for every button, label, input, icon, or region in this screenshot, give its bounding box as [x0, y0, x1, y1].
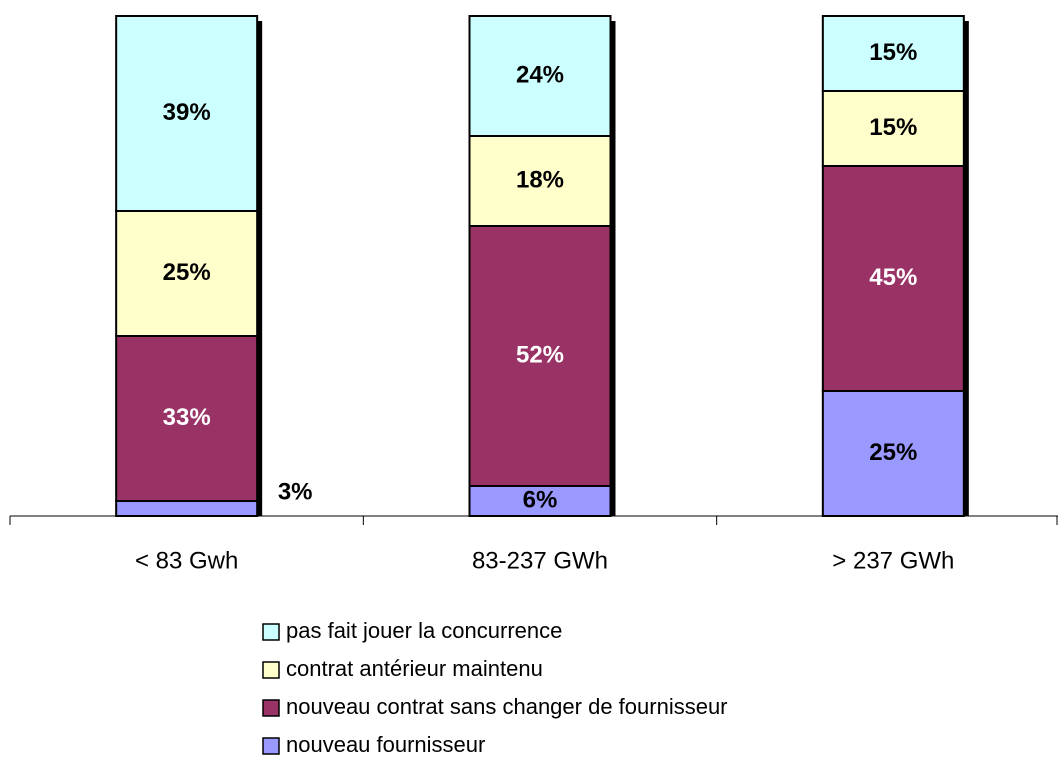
- value-label: 33%: [163, 404, 211, 431]
- bar-segment: [821, 15, 965, 92]
- bar-shadow: [257, 21, 263, 516]
- value-label: 18%: [516, 166, 564, 193]
- bar-segment: [468, 15, 612, 137]
- legend-swatch: [262, 699, 280, 717]
- bar-segment: [821, 165, 965, 392]
- legend-label: nouveau fournisseur: [286, 732, 485, 757]
- legend-label: contrat antérieur maintenu: [286, 656, 543, 681]
- value-label: 52%: [516, 341, 564, 368]
- value-label: 6%: [523, 486, 558, 513]
- bar-segment: [468, 135, 612, 227]
- bar-segment: [468, 225, 612, 487]
- legend-swatch: [262, 661, 280, 679]
- value-label: 3%: [278, 478, 313, 505]
- x-tick-label: > 237 GWh: [832, 547, 954, 574]
- bar-shadow: [610, 21, 616, 516]
- legend-swatch: [262, 623, 280, 641]
- bar-segment: [115, 500, 259, 517]
- x-tick-label: < 83 Gwh: [135, 547, 238, 574]
- legend-swatch: [262, 737, 280, 755]
- bar-segment: [115, 335, 259, 502]
- bar-segment: [821, 90, 965, 167]
- bar-shadow: [963, 21, 969, 516]
- bar-segment: [115, 210, 259, 337]
- legend-label: pas fait jouer la concurrence: [286, 618, 562, 643]
- value-label: 25%: [163, 259, 211, 286]
- value-label: 39%: [163, 99, 211, 126]
- value-label: 15%: [869, 114, 917, 141]
- value-label: 25%: [869, 439, 917, 466]
- value-label: 45%: [869, 264, 917, 291]
- legend-label: nouveau contrat sans changer de fourniss…: [286, 694, 728, 719]
- bar-segment: [115, 15, 259, 212]
- value-label: 15%: [869, 39, 917, 66]
- x-tick-label: 83-237 GWh: [472, 547, 608, 574]
- bar-segment: [821, 390, 965, 517]
- value-label: 24%: [516, 61, 564, 88]
